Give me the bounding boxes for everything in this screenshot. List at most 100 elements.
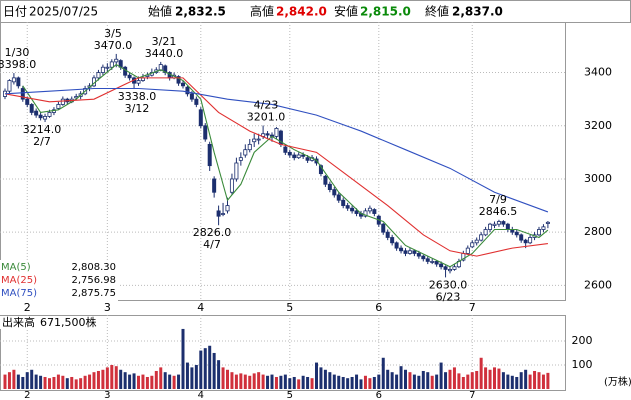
candle-body — [127, 74, 132, 79]
volume-bar — [501, 372, 505, 389]
candle-body — [247, 143, 252, 151]
candle-body — [514, 231, 519, 236]
candle-body — [425, 258, 430, 262]
volume-bar — [310, 378, 314, 389]
candle-body — [38, 114, 43, 119]
annotation-value: 3214.0 — [23, 123, 62, 136]
volume-bar — [119, 369, 123, 389]
volume-bar — [181, 328, 185, 389]
volume-bar — [159, 367, 163, 389]
volume-bar — [34, 374, 38, 389]
x-tick-label: 5 — [286, 301, 293, 314]
legend-value: 2,756.98 — [71, 275, 116, 286]
candle-body — [229, 178, 234, 193]
candle-body — [292, 154, 297, 159]
volume-bar — [252, 373, 256, 389]
candle-body — [100, 66, 105, 73]
candle-body — [105, 66, 110, 69]
header-open: 2,832.5 — [175, 5, 226, 19]
candle-body — [412, 250, 417, 254]
candle-body — [528, 237, 533, 244]
candle-body — [350, 207, 355, 212]
x-tick-label: 6 — [375, 301, 382, 314]
volume-bar — [194, 364, 198, 389]
volume-bar — [288, 378, 292, 389]
volume-bar — [457, 373, 461, 389]
candle-body — [283, 146, 288, 153]
annotation-value: 2846.5 — [479, 205, 518, 218]
candle-body — [20, 88, 25, 100]
volume-bar — [234, 374, 238, 389]
volume-bar — [328, 372, 332, 389]
volume-bar — [390, 372, 394, 389]
volume-bar — [25, 372, 29, 389]
volume-bar — [56, 374, 60, 389]
candle-body — [234, 162, 239, 180]
candle-body — [367, 207, 372, 212]
legend-value: 2,808.30 — [71, 262, 116, 273]
candle-body — [243, 149, 248, 156]
volume-bar — [208, 345, 212, 389]
volume-bar — [3, 374, 7, 389]
volume-bar — [145, 376, 149, 389]
candle-body — [345, 205, 350, 209]
y-tick-label: 2600 — [584, 278, 612, 291]
annotation-date: 1/30 — [5, 46, 30, 59]
volume-bar — [479, 357, 483, 389]
annotation-date: 6/23 — [436, 290, 461, 303]
volume-bar — [430, 375, 434, 389]
volume-bar — [239, 373, 243, 389]
volume-bar — [226, 369, 229, 389]
header-date-label: 日付 — [3, 5, 27, 19]
volume-bar — [274, 376, 278, 389]
volume-bar — [123, 372, 127, 389]
candle-body — [488, 223, 493, 230]
candle-body — [519, 234, 524, 241]
volume-tick-label: 200 — [572, 334, 593, 347]
volume-bar — [368, 378, 372, 389]
legend-name: MA(5) — [1, 262, 31, 273]
volume-bar — [270, 374, 274, 389]
volume-bar — [243, 374, 247, 389]
candle-body — [363, 210, 368, 217]
volume-bar — [417, 375, 421, 389]
candle-body — [265, 133, 270, 136]
volume-bar — [439, 362, 443, 389]
volume-bar — [541, 374, 545, 389]
candle-body — [439, 263, 444, 268]
volume-bar — [141, 374, 145, 389]
candle-body — [34, 110, 39, 116]
candle-body — [407, 250, 412, 254]
candle-body — [492, 223, 497, 226]
volume-bar — [279, 375, 283, 389]
volume-bar — [301, 375, 305, 389]
x-tick-label: 2 — [24, 301, 31, 314]
legend-value: 2,875.75 — [71, 288, 116, 299]
volume-bar — [61, 375, 65, 389]
candle-body — [305, 157, 310, 161]
candle-body — [274, 128, 279, 137]
candle-body — [434, 261, 439, 265]
annotation-value: 3470.0 — [94, 39, 133, 52]
volume-bar — [319, 367, 323, 389]
volume-title: 出来高 — [2, 315, 35, 329]
volume-bar — [421, 370, 425, 389]
candle-body — [541, 226, 546, 230]
volume-bar — [52, 376, 56, 389]
legend-box — [0, 260, 118, 301]
volume-bar — [524, 369, 528, 389]
annotation-date: 7/9 — [489, 193, 507, 206]
volume-bar — [515, 376, 519, 389]
volume-bar — [488, 369, 492, 389]
candle-body — [287, 151, 292, 156]
volume-bar — [399, 366, 403, 389]
candle-body — [479, 234, 484, 241]
candle-body — [443, 266, 448, 270]
y-tick-label: 3200 — [584, 119, 612, 132]
candle-body — [47, 112, 52, 117]
annotation-value: 3338.0 — [118, 90, 157, 103]
volume-x-tick-label: 5 — [287, 390, 293, 400]
legend-name: MA(25) — [1, 275, 37, 286]
volume-bar — [137, 375, 140, 389]
volume-bar — [528, 374, 532, 389]
